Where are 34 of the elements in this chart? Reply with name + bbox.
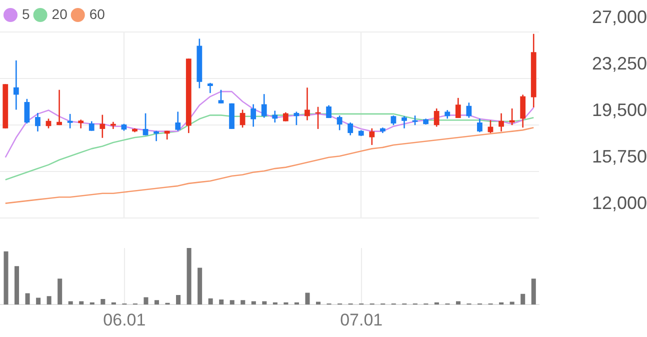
bar — [25, 293, 30, 305]
bar — [208, 298, 213, 305]
y-tick-label: 23,250 — [592, 54, 647, 74]
bar — [154, 300, 160, 305]
bar — [79, 301, 84, 305]
bar — [240, 300, 246, 305]
x-tick-label: 06.01 — [103, 310, 146, 330]
bar — [4, 251, 8, 305]
bar — [305, 292, 310, 305]
bar — [58, 278, 62, 305]
y-tick-label: 19,500 — [592, 100, 647, 120]
bar — [262, 301, 267, 305]
bar — [219, 300, 224, 305]
bar — [520, 294, 526, 305]
y-tick-label: 15,750 — [592, 146, 647, 167]
bar — [100, 298, 106, 305]
bar — [456, 301, 461, 305]
bar — [186, 248, 192, 305]
bar — [176, 294, 181, 305]
x-tick-label: 07.01 — [340, 310, 383, 330]
bar — [144, 297, 148, 305]
bar — [230, 300, 234, 305]
y-tick-label: 27,000 — [592, 6, 647, 27]
legend-label: 5 — [22, 6, 30, 22]
bar — [251, 301, 256, 305]
legend-label: 60 — [89, 6, 106, 22]
bar — [198, 268, 202, 305]
legend-label: 20 — [52, 6, 68, 22]
y-tick-label: 12,000 — [592, 193, 647, 214]
bar — [14, 266, 20, 305]
bar — [531, 278, 536, 305]
bar — [68, 301, 73, 305]
bar — [46, 296, 52, 305]
bar — [36, 298, 41, 305]
